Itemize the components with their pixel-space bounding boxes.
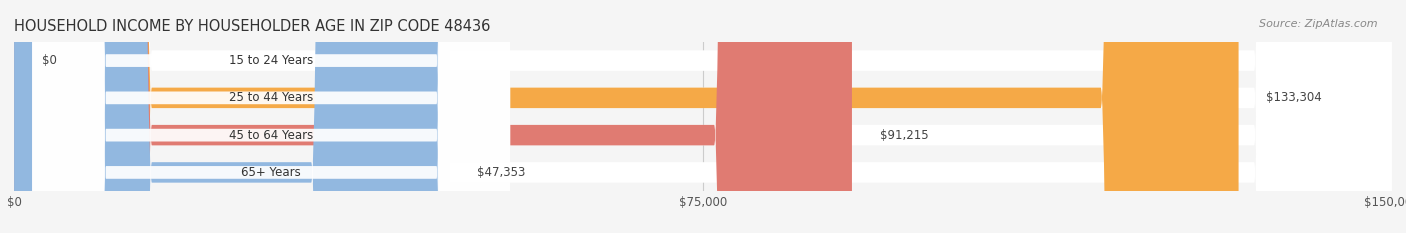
FancyBboxPatch shape	[14, 0, 449, 233]
FancyBboxPatch shape	[14, 0, 1239, 233]
FancyBboxPatch shape	[14, 0, 1392, 233]
FancyBboxPatch shape	[14, 0, 852, 233]
Text: 15 to 24 Years: 15 to 24 Years	[229, 54, 314, 67]
Text: $133,304: $133,304	[1267, 91, 1322, 104]
FancyBboxPatch shape	[14, 0, 1392, 233]
Text: $47,353: $47,353	[477, 166, 524, 179]
FancyBboxPatch shape	[14, 0, 1392, 233]
Text: Source: ZipAtlas.com: Source: ZipAtlas.com	[1260, 19, 1378, 29]
Text: 65+ Years: 65+ Years	[242, 166, 301, 179]
Text: HOUSEHOLD INCOME BY HOUSEHOLDER AGE IN ZIP CODE 48436: HOUSEHOLD INCOME BY HOUSEHOLDER AGE IN Z…	[14, 19, 491, 34]
FancyBboxPatch shape	[32, 0, 510, 233]
Text: $0: $0	[42, 54, 56, 67]
Text: $91,215: $91,215	[880, 129, 928, 142]
Text: 25 to 44 Years: 25 to 44 Years	[229, 91, 314, 104]
Text: 45 to 64 Years: 45 to 64 Years	[229, 129, 314, 142]
FancyBboxPatch shape	[14, 0, 1392, 233]
FancyBboxPatch shape	[32, 0, 510, 233]
FancyBboxPatch shape	[32, 0, 510, 233]
FancyBboxPatch shape	[32, 0, 510, 233]
